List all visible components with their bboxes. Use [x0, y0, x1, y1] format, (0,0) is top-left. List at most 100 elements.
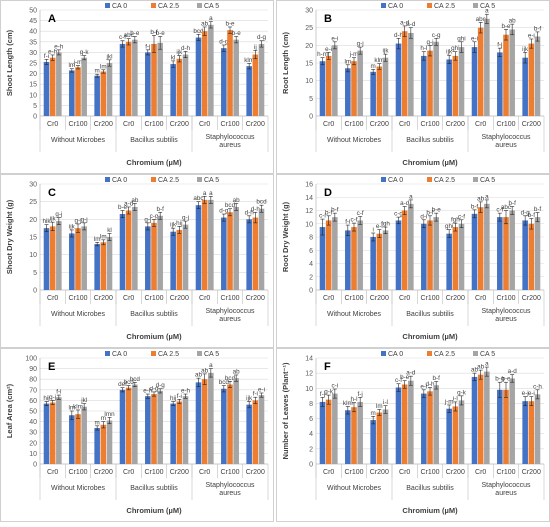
significance-label: d-h [394, 32, 404, 39]
significance-label: d-g [521, 209, 531, 216]
x-tick-label: Cr100 [68, 469, 87, 476]
bar [332, 393, 338, 464]
bar [246, 66, 252, 116]
significance-label: a-d [400, 200, 410, 207]
bar [370, 237, 376, 290]
bar [319, 401, 326, 464]
bar [408, 32, 414, 116]
chart-f: 0 2 4 6 8 10 12 14 Number of Leaves (Plant⁻¹) F CA… [276, 348, 550, 522]
bar [246, 404, 252, 464]
significance-label: g-j [427, 39, 434, 46]
bar [119, 43, 126, 116]
x-tick-label: Cr200 [170, 469, 189, 476]
significance-label: j-m [349, 51, 359, 58]
group-label-line: Staphylococcus [481, 134, 531, 141]
group-label: Bacillus subtilis [406, 485, 454, 492]
significance-label: b-e [225, 20, 235, 27]
bar [477, 207, 484, 290]
x-axis-title: Chromium (µM) [402, 332, 458, 341]
bar [382, 57, 389, 116]
bar [100, 424, 107, 464]
bar [56, 397, 62, 464]
chart-c: 0 5 10 15 20 25 30 Shoot Dry Weight (g) C CA 0 CA … [0, 174, 274, 348]
bar [252, 54, 259, 116]
bar [477, 374, 484, 464]
bar [382, 230, 389, 290]
x-tick-label: Cr200 [446, 121, 465, 128]
bar [151, 43, 157, 116]
significance-label: ghi [445, 223, 453, 230]
legend-label: CA 2.5 [434, 351, 455, 358]
y-tick-label: 15 [29, 82, 37, 89]
bar [401, 210, 408, 290]
significance-label: ab [471, 367, 479, 374]
x-tick-label: Cr100 [344, 469, 363, 476]
significance-label: b-e [501, 376, 511, 383]
significance-label: bcd [124, 379, 135, 386]
bar [151, 222, 157, 290]
group-label-line: aureus [219, 490, 241, 497]
bar [522, 220, 528, 290]
significance-label: g-k [80, 49, 90, 56]
group-label: Staphylococcus aureus [481, 482, 531, 497]
y-tick-label: 60 [29, 398, 37, 405]
significance-label: j-m [444, 398, 454, 405]
bar [157, 42, 163, 116]
legend-swatch [105, 3, 110, 8]
bar [446, 59, 452, 116]
bar [221, 48, 227, 116]
group-label: Without Microbes [327, 485, 382, 492]
significance-label: ab [195, 372, 203, 379]
bar [94, 427, 100, 464]
significance-label: f-j [145, 43, 150, 50]
significance-label: ghi [451, 45, 459, 52]
bar [221, 217, 227, 290]
bar [227, 212, 233, 290]
significance-label: lm [344, 58, 351, 65]
bar [145, 396, 151, 464]
bar [132, 206, 138, 290]
significance-label: i-l [453, 395, 458, 402]
legend-swatch [381, 3, 386, 8]
bar [534, 394, 541, 464]
significance-label: a [203, 190, 207, 197]
bar [176, 401, 183, 464]
x-tick-label: Cr200 [370, 121, 389, 128]
significance-label: c-i [332, 383, 339, 390]
bar [351, 407, 357, 464]
x-tick-label: Cr0 [323, 121, 334, 128]
group-label: Staphylococcus aureus [205, 134, 255, 149]
bar [106, 63, 113, 116]
x-tick-label: Cr0 [199, 121, 210, 128]
chart-a: 0 5 10 15 20 25 30 35 40 45 50 Shoot Length (cm) A CA… [0, 0, 274, 174]
bar [145, 226, 151, 290]
significance-label: f-j [358, 391, 363, 398]
significance-label: b-e [156, 30, 166, 37]
y-tick-label: 10 [29, 252, 37, 259]
legend-swatch [105, 177, 110, 182]
y-axis-title: Root Length (cm) [281, 31, 290, 94]
x-tick-label: Cr0 [399, 295, 410, 302]
significance-label: lm [68, 405, 75, 412]
bar [132, 39, 138, 116]
legend-swatch [381, 351, 386, 356]
group-label-line: aureus [219, 316, 241, 323]
significance-label: d-h [251, 206, 261, 213]
x-tick-label: Cr200 [94, 121, 113, 128]
x-tick-label: Cr100 [68, 295, 87, 302]
bar [477, 27, 484, 117]
legend-label: CA 2.5 [158, 351, 179, 358]
x-tick-label: Cr0 [47, 469, 58, 476]
legend-label: CA 5 [480, 177, 495, 184]
significance-label: c-h [533, 383, 542, 390]
panel-letter: F [324, 361, 331, 373]
significance-label: i-l [383, 399, 388, 406]
bar [125, 210, 132, 290]
y-tick-label: 12 [305, 208, 313, 215]
y-tick-label: 10 [29, 451, 37, 458]
y-tick-label: 30 [29, 182, 37, 189]
bar [227, 30, 233, 116]
bar [458, 223, 465, 290]
bar [319, 227, 326, 290]
